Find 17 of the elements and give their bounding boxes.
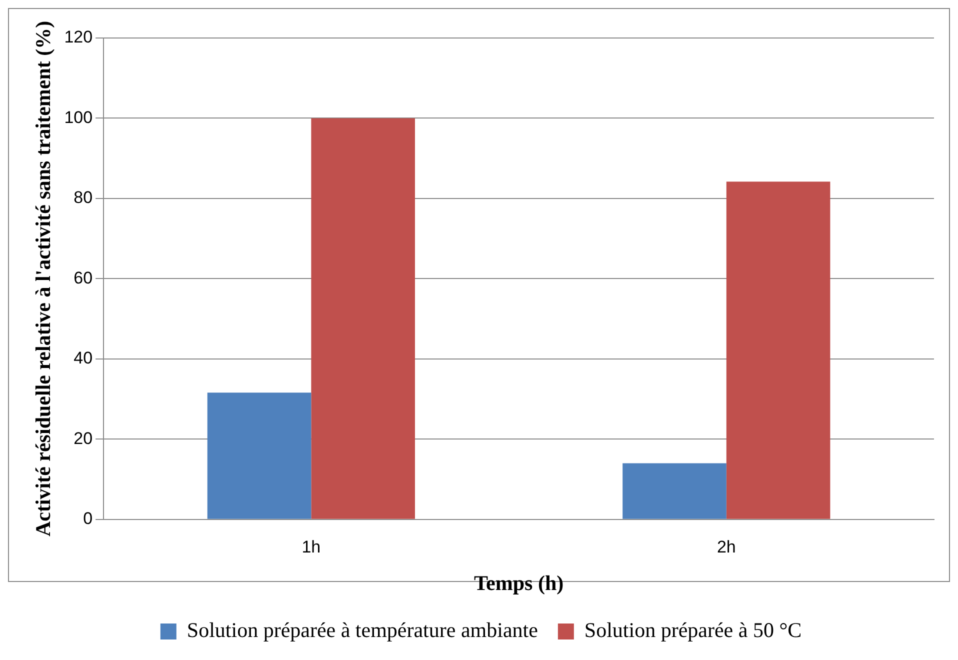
- bar: [311, 118, 415, 519]
- bar: [622, 463, 726, 519]
- x-tick-label: 2h: [716, 537, 736, 556]
- y-tick-label: 60: [74, 268, 93, 288]
- x-axis-title: Temps (h): [474, 570, 564, 595]
- bar: [726, 182, 830, 519]
- y-tick-label: 120: [64, 28, 93, 47]
- legend-label: Solution préparée à 50 °C: [584, 618, 802, 642]
- x-tick-label: 1h: [302, 537, 321, 556]
- y-axis-title: Activité résiduelle relative à l'activité sans traitement (%): [31, 20, 56, 537]
- y-tick-label: 0: [83, 509, 93, 528]
- y-tick-label: 20: [74, 428, 93, 448]
- y-tick-label: 40: [74, 348, 93, 368]
- bar: [207, 392, 312, 519]
- y-tick-label: 100: [64, 108, 93, 127]
- legend-label: Solution préparée à température ambiante: [186, 618, 538, 642]
- y-tick-label: 80: [74, 188, 93, 208]
